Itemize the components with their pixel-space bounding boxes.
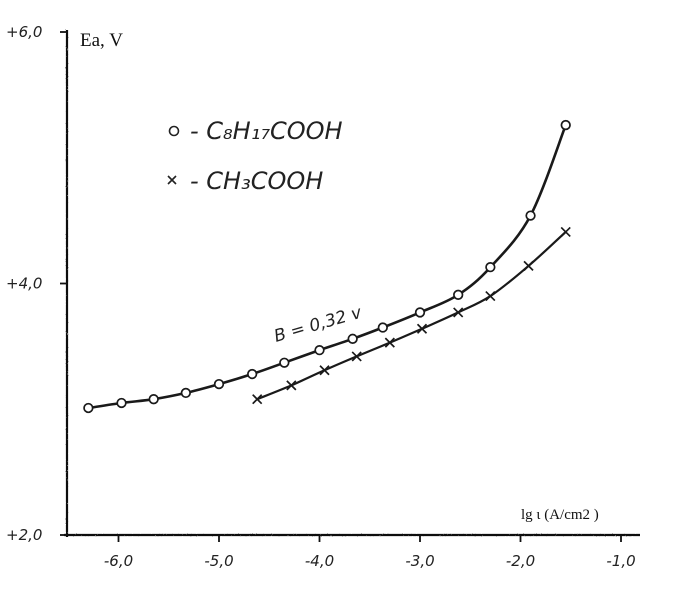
x-axis-title: lg ι (A/cm2 ) xyxy=(521,507,599,523)
y-axis-title: Ea, V xyxy=(80,30,123,51)
data-point-x xyxy=(560,226,571,238)
data-point-x xyxy=(319,365,330,376)
axes xyxy=(64,30,640,537)
x-tick-label: -4,0 xyxy=(305,552,334,570)
data-point-circle xyxy=(314,344,325,356)
x-tick-label: -5,0 xyxy=(204,552,233,570)
data-point-x xyxy=(351,351,362,362)
x-tick-label: -6,0 xyxy=(104,552,133,570)
series-ch3cooh xyxy=(252,226,571,405)
data-point-circle xyxy=(83,402,94,414)
legend-label-c8h17cooh: - C₈H₁₇COOH xyxy=(190,117,343,145)
x-ticks: -6,0 -5,0 -4,0 -3,0 -2,0 -1,0 xyxy=(104,535,636,570)
x-tick-label: -2,0 xyxy=(506,552,535,570)
data-point-x xyxy=(252,394,263,405)
series-c8h17cooh xyxy=(83,119,571,414)
data-point-x xyxy=(485,290,496,302)
data-point-x xyxy=(523,260,534,271)
data-point-x xyxy=(384,337,395,348)
data-point-circle xyxy=(347,333,358,344)
legend-entry-ch3cooh: - CH₃COOH xyxy=(167,167,323,195)
data-point-circle xyxy=(180,387,191,399)
data-point-circle xyxy=(525,210,536,221)
data-point-circle xyxy=(560,119,571,131)
data-point-circle xyxy=(247,368,258,380)
legend-label-ch3cooh: - CH₃COOH xyxy=(190,167,323,195)
series-layer xyxy=(83,119,571,414)
x-tick-label: -1,0 xyxy=(606,552,635,570)
y-tick-label: +6,0 xyxy=(6,23,42,41)
data-point-circle xyxy=(279,357,290,368)
x-tick-label: -3,0 xyxy=(405,552,434,570)
legend-entry-c8h17cooh: - C₈H₁₇COOH xyxy=(168,117,343,145)
data-point-circle xyxy=(213,378,225,390)
legend: - C₈H₁₇COOH - CH₃COOH xyxy=(167,117,343,195)
data-point-circle xyxy=(148,394,159,405)
data-point-circle xyxy=(453,289,464,300)
data-point-x xyxy=(416,323,428,334)
series-line-ch3cooh xyxy=(256,230,567,401)
y-tick-label: +4,0 xyxy=(6,275,42,293)
data-point-circle xyxy=(414,307,426,318)
data-point-circle xyxy=(116,397,127,409)
y-ticks: +2,0 +4,0 +6,0 xyxy=(6,23,67,544)
legend-circle-marker xyxy=(168,125,180,137)
data-point-x xyxy=(286,380,297,391)
data-point-circle xyxy=(377,322,388,333)
data-point-x xyxy=(453,307,464,318)
data-point-circle xyxy=(485,262,496,273)
legend-x-marker xyxy=(167,175,177,185)
y-tick-label: +2,0 xyxy=(6,526,42,544)
